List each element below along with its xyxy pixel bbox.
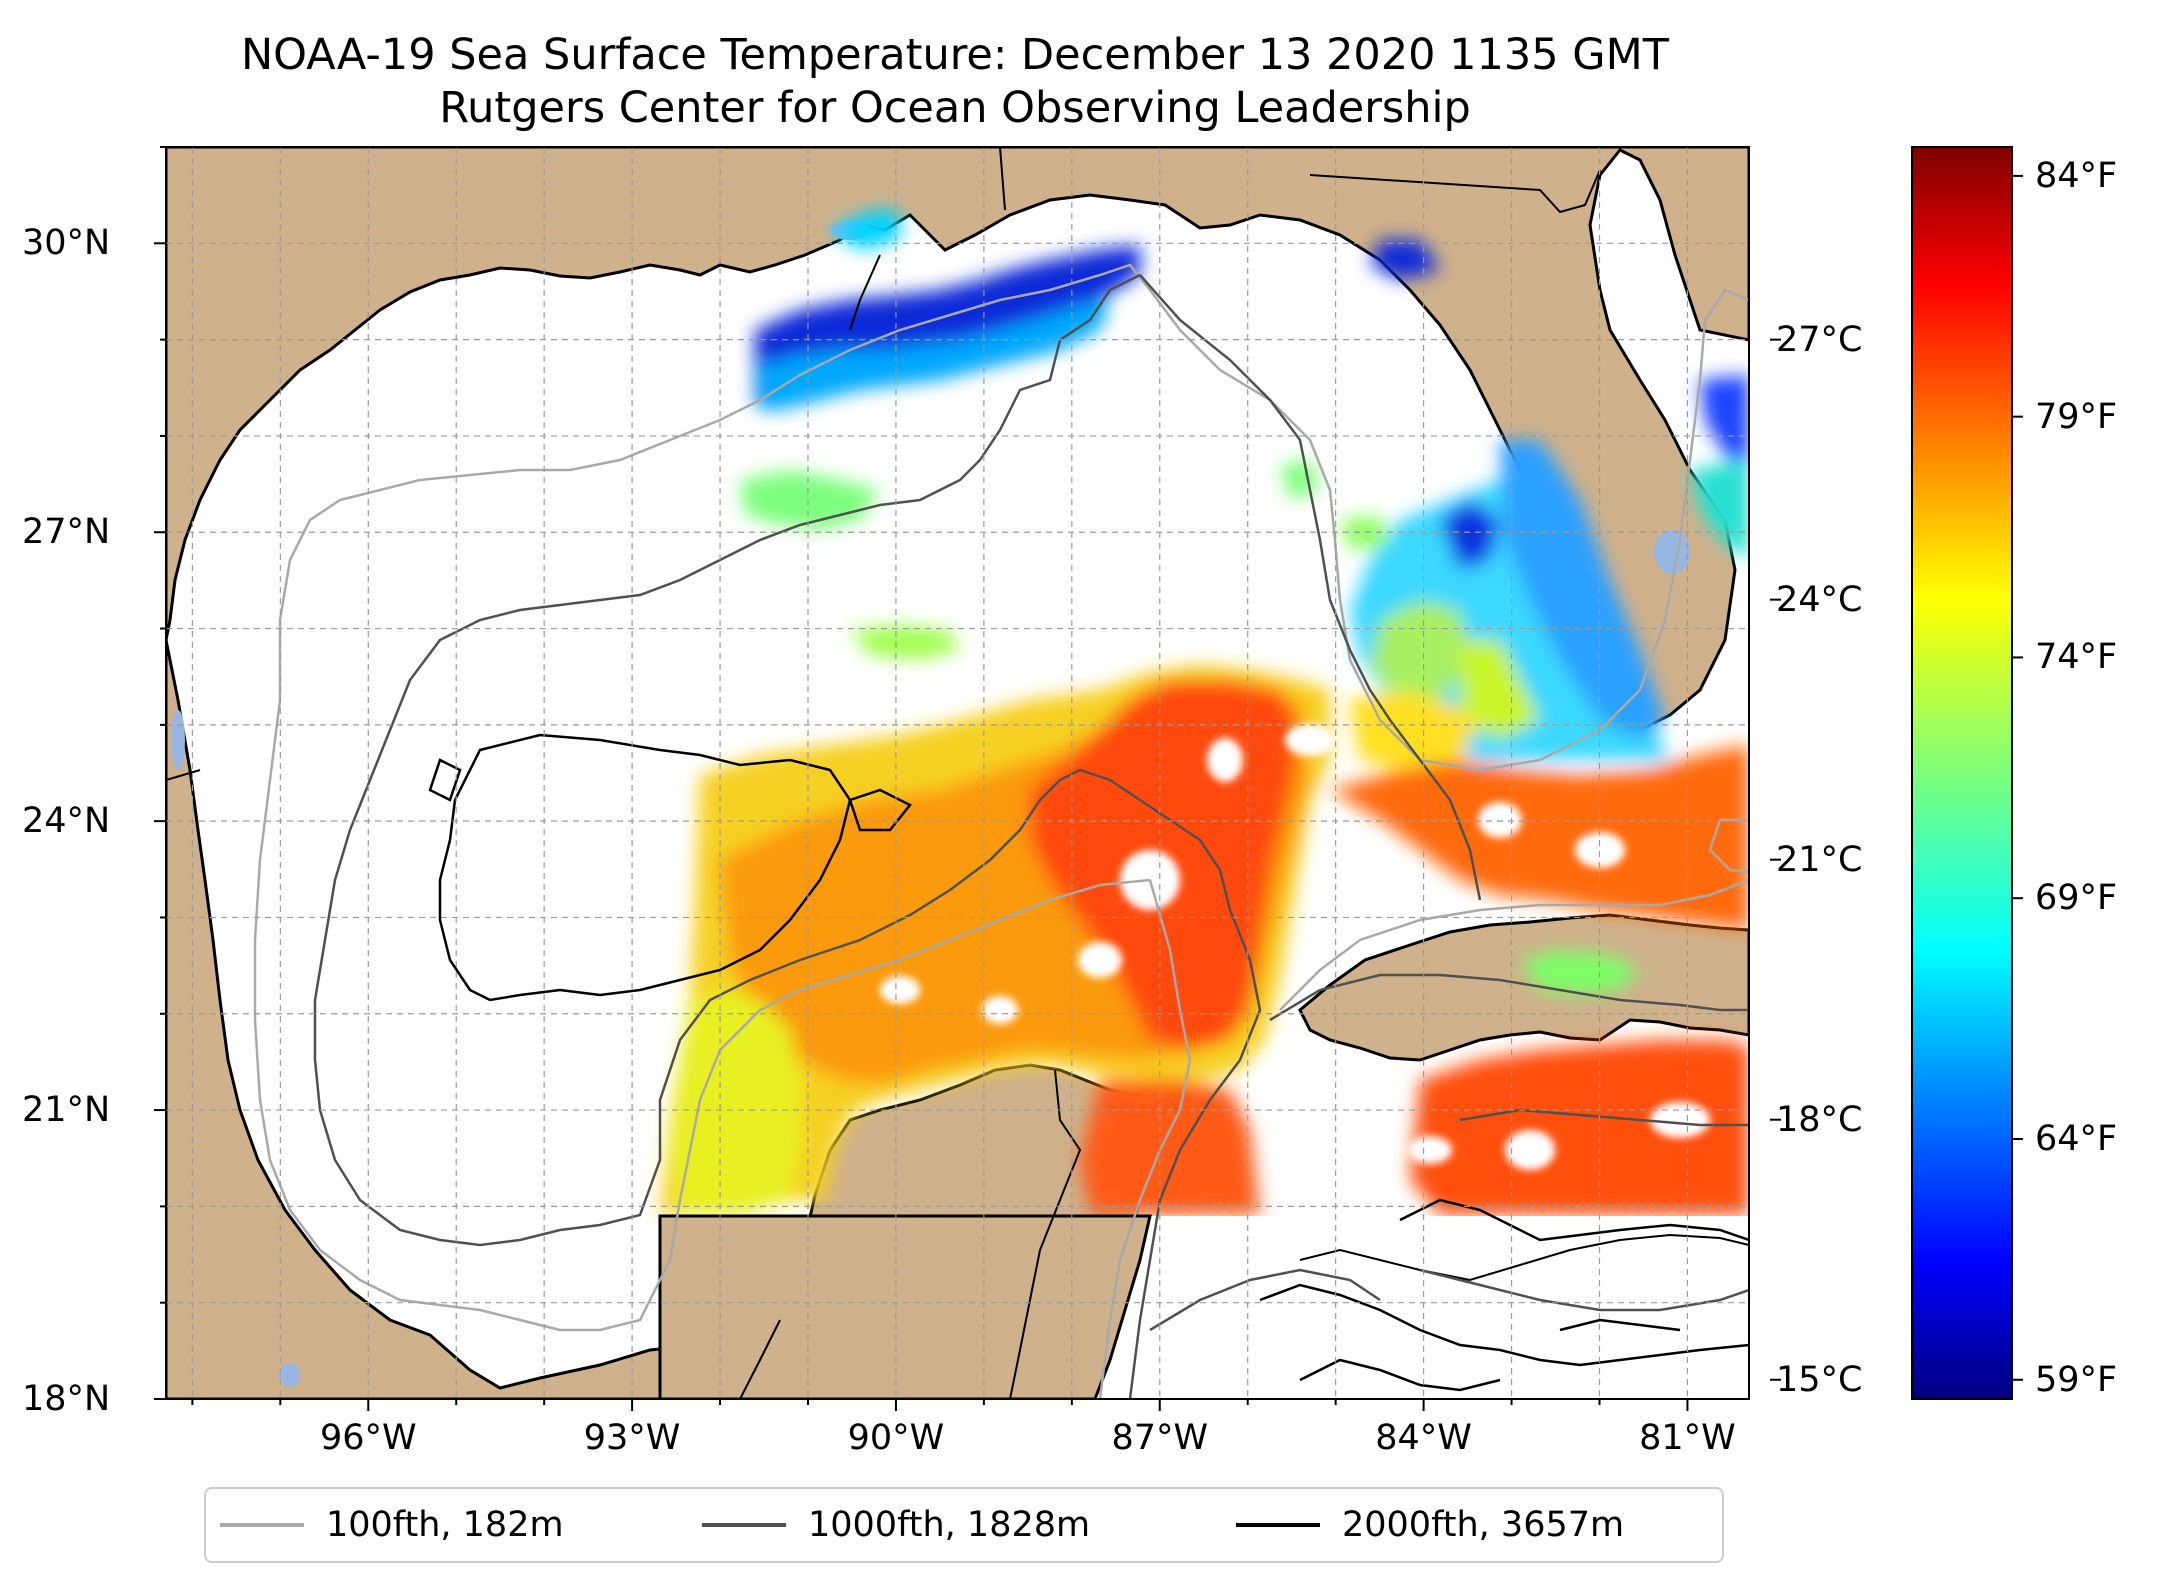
lon-label: 84°W [1375,1418,1472,1458]
celsius-label: 27°C [1776,319,1863,360]
lon-label: 96°W [319,1418,417,1458]
lake-texas-1 [171,710,185,770]
fahrenheit-label: 84°F [2035,155,2118,196]
lon-label: 81°W [1639,1418,1736,1458]
land-yucatan-redraw [658,1214,1152,1399]
legend-item-1000fth: 1000fth, 1828m [702,1489,1090,1561]
sst-noise-gaps [880,724,1710,1170]
lat-label: 27°N [22,512,111,553]
legend-item-100fth: 100fth, 182m [220,1489,564,1561]
state-borders [166,147,1601,1399]
legend-swatch-1000fth [702,1523,786,1527]
map-frame [165,146,1750,1400]
lon-label: 87°W [1111,1418,1209,1458]
legend-swatch-100fth [220,1523,304,1527]
celsius-label: 21°C [1776,839,1863,880]
sst-field [660,210,1749,1215]
map-ticks [154,146,1689,1411]
fahrenheit-label: 74°F [2035,637,2118,678]
lake-okeechobee [1654,530,1690,574]
map-title: NOAA-19 Sea Surface Temperature: Decembe… [241,30,1669,80]
fahrenheit-label: 59°F [2035,1359,2118,1400]
legend-label-2000fth: 2000fth, 3657m [1342,1505,1625,1545]
colorbar [1911,146,2013,1400]
bathymetry-legend: 100fth, 182m 1000fth, 1828m 2000fth, 365… [204,1487,1724,1563]
lat-label: 18°N [22,1379,111,1419]
lake-mexico-1 [280,1363,300,1387]
contour-100fth [253,263,1749,1399]
fahrenheit-label: 79°F [2035,396,2118,437]
land-cuba-west-redraw [1299,1233,1749,1282]
lat-label: 24°N [22,801,111,842]
celsius-label: 15°C [1776,1359,1863,1400]
land-cuba [1298,913,1749,1062]
celsius-label: 24°C [1776,579,1863,620]
legend-item-2000fth: 2000fth, 3657m [1236,1489,1624,1561]
lon-label: 90°W [847,1418,945,1458]
colorbar-ticks [1770,174,2023,1381]
legend-label-100fth: 100fth, 182m [326,1505,564,1545]
celsius-label: 18°C [1776,1099,1863,1140]
fahrenheit-label: 64°F [2035,1118,2118,1159]
legend-swatch-2000fth [1236,1523,1320,1527]
lat-label: 30°N [22,223,111,264]
lon-label: 93°W [583,1418,681,1458]
lat-label: 21°N [22,1090,111,1131]
map-subtitle: Rutgers Center for Ocean Observing Leade… [439,83,1471,133]
contour-1000fth [313,273,1749,1399]
fahrenheit-label: 69°F [2035,878,2118,919]
legend-label-1000fth: 1000fth, 1828m [808,1505,1091,1545]
contour-2000fth [428,733,1749,1392]
